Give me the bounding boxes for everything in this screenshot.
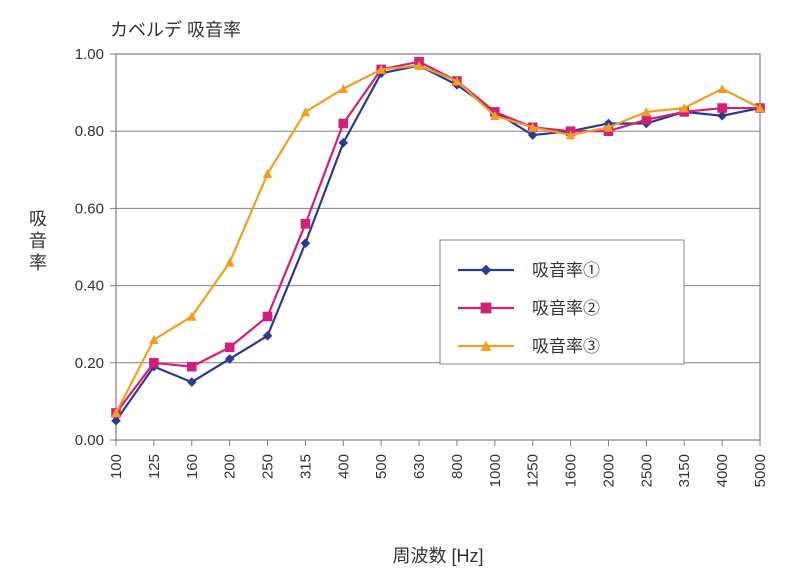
- y-tick-label: 1.00: [75, 46, 104, 63]
- x-tick-label: 1000: [487, 454, 504, 487]
- series-marker-2: [187, 362, 197, 372]
- x-tick-label: 3150: [676, 454, 693, 487]
- x-tick-label: 250: [260, 454, 277, 479]
- chart-title: カベルデ 吸音率: [110, 20, 241, 40]
- y-tick-label: 0.20: [75, 355, 104, 372]
- legend-label: 吸音率①: [532, 261, 600, 280]
- series-marker-2: [149, 358, 159, 368]
- x-tick-label: 2000: [600, 454, 617, 487]
- x-tick-label: 2500: [638, 454, 655, 487]
- x-tick-label: 1600: [563, 454, 580, 487]
- x-tick-label: 800: [449, 454, 466, 479]
- x-tick-label: 500: [373, 454, 390, 479]
- x-tick-label: 630: [411, 454, 428, 479]
- x-tick-label: 200: [222, 454, 239, 479]
- y-tick-label: 0.00: [75, 432, 104, 449]
- x-tick-label: 100: [108, 454, 125, 479]
- y-axis-title-char: 率: [29, 253, 47, 273]
- series-marker-2: [642, 115, 652, 125]
- x-tick-label: 1250: [525, 454, 542, 487]
- x-tick-label: 400: [335, 454, 352, 479]
- y-axis-title-char: 吸: [29, 209, 47, 229]
- series-marker-2: [263, 312, 273, 322]
- x-tick-label: 160: [184, 454, 201, 479]
- x-axis-title: 周波数 [Hz]: [392, 546, 483, 566]
- legend-label: 吸音率②: [532, 299, 600, 318]
- series-marker-2: [301, 219, 311, 229]
- x-tick-label: 4000: [714, 454, 731, 487]
- y-tick-label: 0.60: [75, 200, 104, 217]
- series-marker-2: [717, 103, 727, 113]
- series-marker-2: [338, 119, 348, 129]
- legend-sample-marker: [481, 303, 492, 314]
- y-tick-label: 0.40: [75, 278, 104, 295]
- x-tick-label: 315: [297, 454, 314, 479]
- legend-label: 吸音率③: [532, 337, 600, 356]
- x-tick-label: 5000: [752, 454, 769, 487]
- y-axis-title-char: 音: [29, 231, 47, 251]
- y-tick-label: 0.80: [75, 123, 104, 140]
- x-tick-label: 125: [146, 454, 163, 479]
- series-marker-2: [225, 343, 235, 353]
